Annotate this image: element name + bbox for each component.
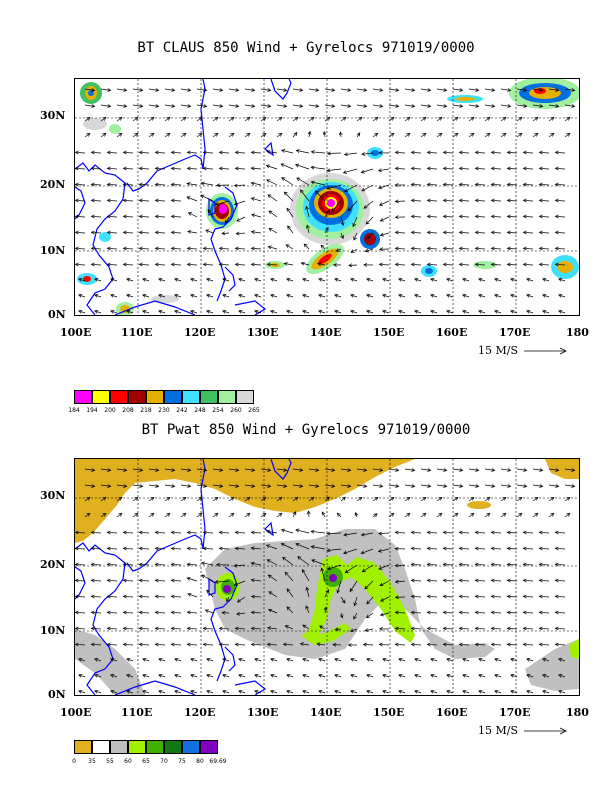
panel2-ref-arrow-icon — [524, 727, 567, 735]
colorbar-swatch — [110, 390, 128, 404]
colorbar-tick-label: 60 — [124, 758, 132, 765]
panel1-colorbar — [74, 390, 254, 404]
panel1-coastline — [75, 79, 292, 315]
colorbar-swatch — [128, 740, 146, 754]
colorbar-tick-label: 0 — [72, 758, 76, 765]
colorbar-swatch — [200, 740, 218, 754]
colorbar-tick-label: 65 — [142, 758, 150, 765]
panel2-title: BT Pwat 850 Wind + Gyrelocs 971019/0000 — [141, 422, 471, 438]
cloud-top-right — [447, 79, 579, 109]
panel2-map-canvas — [75, 459, 579, 695]
colorbar-tick-label: 200 — [104, 407, 116, 414]
panel2-ref-vector-label: 15 M/S — [478, 724, 518, 737]
panel1-ref-arrow-icon — [524, 347, 567, 355]
panel1-lon-label: 160E — [436, 326, 468, 339]
panel1-ref-vector-label: 15 M/S — [478, 344, 518, 357]
colorbar-tick-label: 242 — [176, 407, 188, 414]
panel2-lat-label: 0N — [48, 688, 66, 701]
panel1-lat-label: 20N — [40, 178, 66, 191]
panel1-lon-label: 140E — [310, 326, 342, 339]
colorbar-tick-label: 80 — [196, 758, 204, 765]
colorbar-swatch — [146, 740, 164, 754]
panel1-lon-label: 150E — [373, 326, 405, 339]
panel2-lon-label: 150E — [373, 706, 405, 719]
colorbar-tick-label: 75 — [178, 758, 186, 765]
panel2-lon-label: 110E — [121, 706, 153, 719]
colorbar-swatch — [236, 390, 254, 404]
colorbar-tick-label: 208 — [122, 407, 134, 414]
colorbar-tick-label: 248 — [194, 407, 206, 414]
panel1-wind-vectors — [75, 88, 576, 314]
panel1-lat-label: 30N — [40, 109, 66, 122]
colorbar-swatch — [182, 390, 200, 404]
gyre-marker — [223, 585, 231, 593]
colorbar-tick-label: 69.69 — [209, 758, 227, 765]
gyre-marker — [327, 199, 335, 207]
typhoon-cloud-east — [290, 147, 383, 275]
panel1-lat-label: 0N — [48, 308, 66, 321]
colorbar-swatch — [74, 740, 92, 754]
colorbar-tick-label: 254 — [212, 407, 224, 414]
colorbar-swatch — [164, 390, 182, 404]
panel2-lat-label: 30N — [40, 489, 66, 502]
cloud-bottom — [77, 232, 579, 315]
panel2-lon-label: 120E — [184, 706, 216, 719]
panel1-lat-label: 10N — [40, 244, 66, 257]
panel1-map-canvas — [75, 79, 579, 315]
panel2-grid — [75, 459, 579, 695]
colorbar-swatch — [92, 740, 110, 754]
colorbar-swatch — [74, 390, 92, 404]
colorbar-swatch — [182, 740, 200, 754]
panel2-lon-label: 140E — [310, 706, 342, 719]
panel1-lon-label: 170E — [499, 326, 531, 339]
colorbar-swatch — [146, 390, 164, 404]
panel1-lon-label: 180 — [566, 326, 589, 339]
colorbar-swatch — [110, 740, 128, 754]
panel2-wind-vectors — [75, 468, 576, 694]
panel2-lon-label: 180 — [566, 706, 589, 719]
colorbar-swatch — [128, 390, 146, 404]
colorbar-tick-label: 260 — [230, 407, 242, 414]
cloud-top-field — [80, 82, 121, 134]
colorbar-tick-label: 265 — [248, 407, 260, 414]
panel2-colorbar — [74, 740, 218, 754]
colorbar-swatch — [92, 390, 110, 404]
panel2-colorbar-labels: 0 35 55 60 65 70 75 80 69.69 — [72, 758, 274, 768]
panel2-lon-label: 160E — [436, 706, 468, 719]
colorbar-tick-label: 194 — [86, 407, 98, 414]
colorbar-tick-label: 35 — [88, 758, 96, 765]
panel2-lat-label: 10N — [40, 624, 66, 637]
colorbar-tick-label: 218 — [140, 407, 152, 414]
panel2-lat-label: 20N — [40, 558, 66, 571]
panel1-grid — [75, 79, 579, 315]
panel1-colorbar-labels: 184 194 200 208 218 230 242 248 254 260 265 — [68, 407, 274, 417]
panel1-lon-label: 100E — [60, 326, 92, 339]
panel1-title: BT CLAUS 850 Wind + Gyrelocs 971019/0000 — [137, 40, 475, 56]
panel2-lon-label: 130E — [247, 706, 279, 719]
colorbar-tick-label: 230 — [158, 407, 170, 414]
colorbar-tick-label: 184 — [68, 407, 80, 414]
panel1-lon-label: 130E — [247, 326, 279, 339]
panel2-lon-label: 170E — [499, 706, 531, 719]
panel1-lon-label: 120E — [184, 326, 216, 339]
panel2-map — [74, 458, 580, 696]
colorbar-swatch — [218, 390, 236, 404]
panel1-lon-label: 110E — [121, 326, 153, 339]
colorbar-tick-label: 55 — [106, 758, 114, 765]
colorbar-swatch — [164, 740, 182, 754]
colorbar-tick-label: 70 — [160, 758, 168, 765]
panel2-lon-label: 100E — [60, 706, 92, 719]
gyre-marker — [219, 205, 227, 213]
colorbar-swatch — [200, 390, 218, 404]
gyre-marker — [329, 574, 337, 582]
panel1-map — [74, 78, 580, 316]
